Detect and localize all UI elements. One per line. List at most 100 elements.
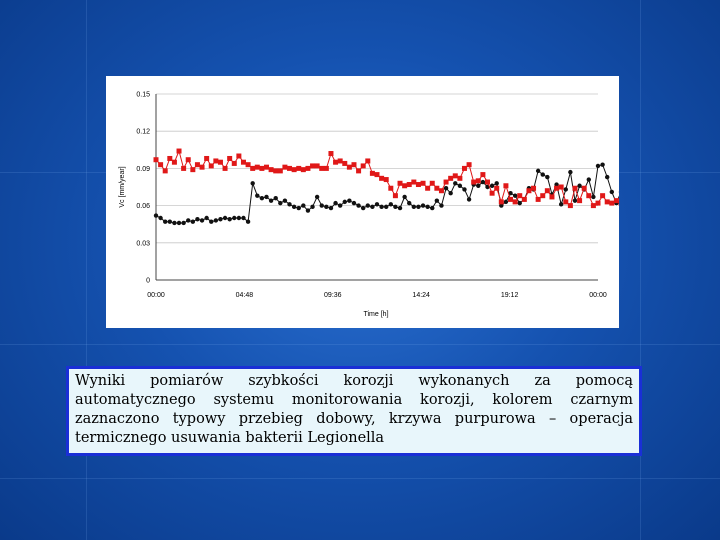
data-point [185, 157, 191, 163]
data-point [549, 194, 555, 200]
data-point [255, 193, 260, 198]
y-tick-label: 0.03 [136, 240, 150, 247]
data-point [209, 219, 214, 224]
data-point [411, 179, 417, 185]
data-point [475, 178, 481, 184]
series-1 [153, 162, 619, 226]
data-point [425, 185, 431, 191]
x-tick-label: 19:12 [501, 292, 519, 299]
data-point [397, 180, 403, 186]
data-point [397, 205, 403, 211]
data-point [162, 168, 168, 174]
data-point [379, 175, 385, 181]
data-point [181, 165, 187, 171]
data-point [264, 194, 269, 200]
chart-gridlines [156, 93, 598, 244]
data-point [374, 172, 380, 178]
data-point [498, 199, 504, 205]
data-point [554, 185, 560, 191]
data-point [438, 188, 444, 194]
data-point [434, 198, 440, 203]
data-point [540, 172, 545, 177]
data-point [572, 198, 578, 203]
data-point [499, 203, 504, 208]
data-point [365, 158, 371, 164]
data-point [461, 165, 467, 171]
data-point [240, 159, 246, 165]
data-point [245, 162, 251, 168]
data-point [176, 148, 182, 154]
data-point [545, 174, 550, 180]
data-point [176, 220, 182, 226]
data-point [337, 203, 343, 208]
data-point [314, 163, 320, 169]
data-point [489, 183, 495, 188]
data-point [420, 180, 426, 186]
data-point [411, 204, 417, 210]
data-point [194, 162, 200, 168]
data-point [544, 188, 550, 194]
data-point [591, 194, 596, 200]
chart-panel: 0 0.03 0.06 0.09 0.12 0.15 00:00 04:48 09:36 14:… [106, 76, 619, 328]
data-point [567, 203, 573, 209]
data-point [213, 218, 219, 223]
y-tick-label: 0.12 [136, 129, 150, 136]
data-point [158, 162, 164, 168]
data-point [328, 151, 334, 157]
data-point [333, 200, 338, 206]
data-point [305, 165, 311, 171]
data-point [471, 179, 477, 185]
data-point [600, 193, 606, 199]
data-point [282, 198, 288, 203]
data-point [291, 204, 297, 210]
data-point [369, 170, 375, 176]
data-point [153, 213, 159, 218]
data-point [448, 175, 454, 181]
data-point [586, 193, 592, 199]
data-point [613, 198, 619, 204]
data-point [443, 179, 449, 185]
data-point [489, 190, 495, 196]
data-point [268, 167, 274, 173]
data-point [494, 185, 500, 191]
data-point [356, 203, 361, 208]
data-point [319, 165, 325, 171]
data-point [199, 218, 205, 223]
data-point [181, 220, 186, 226]
data-point [167, 155, 173, 161]
caption-text: Wyniki pomiarów szybkości korozji wykona… [75, 373, 633, 446]
data-point [512, 199, 518, 205]
data-point [462, 187, 467, 192]
data-point [158, 215, 163, 221]
data-point [365, 203, 370, 208]
data-point [443, 186, 449, 191]
data-point [558, 202, 564, 207]
data-point [448, 191, 453, 196]
x-tick-labels: 00:00 04:48 09:36 14:24 19:12 00:00 [147, 292, 607, 299]
data-point [407, 200, 412, 206]
data-point [250, 165, 256, 171]
data-point [360, 163, 366, 169]
x-axis-label: Time [h] [363, 311, 388, 318]
data-point [609, 200, 615, 206]
data-point [393, 204, 398, 210]
data-point [351, 200, 357, 206]
data-point [231, 160, 237, 166]
y-axis-label: Vc [mm/year] [119, 166, 126, 207]
data-point [360, 205, 366, 211]
data-point [300, 167, 306, 173]
data-point [301, 203, 306, 208]
data-point [324, 204, 329, 210]
data-point [208, 163, 214, 169]
data-point [503, 199, 509, 205]
data-point [323, 165, 329, 171]
data-point [204, 155, 210, 161]
data-point [254, 164, 260, 170]
y-tick-label: 0.09 [136, 166, 150, 173]
data-point [466, 162, 472, 168]
data-point [319, 203, 324, 208]
data-point [590, 203, 596, 209]
data-point [517, 200, 522, 206]
data-point [370, 204, 375, 210]
data-point [517, 193, 523, 199]
